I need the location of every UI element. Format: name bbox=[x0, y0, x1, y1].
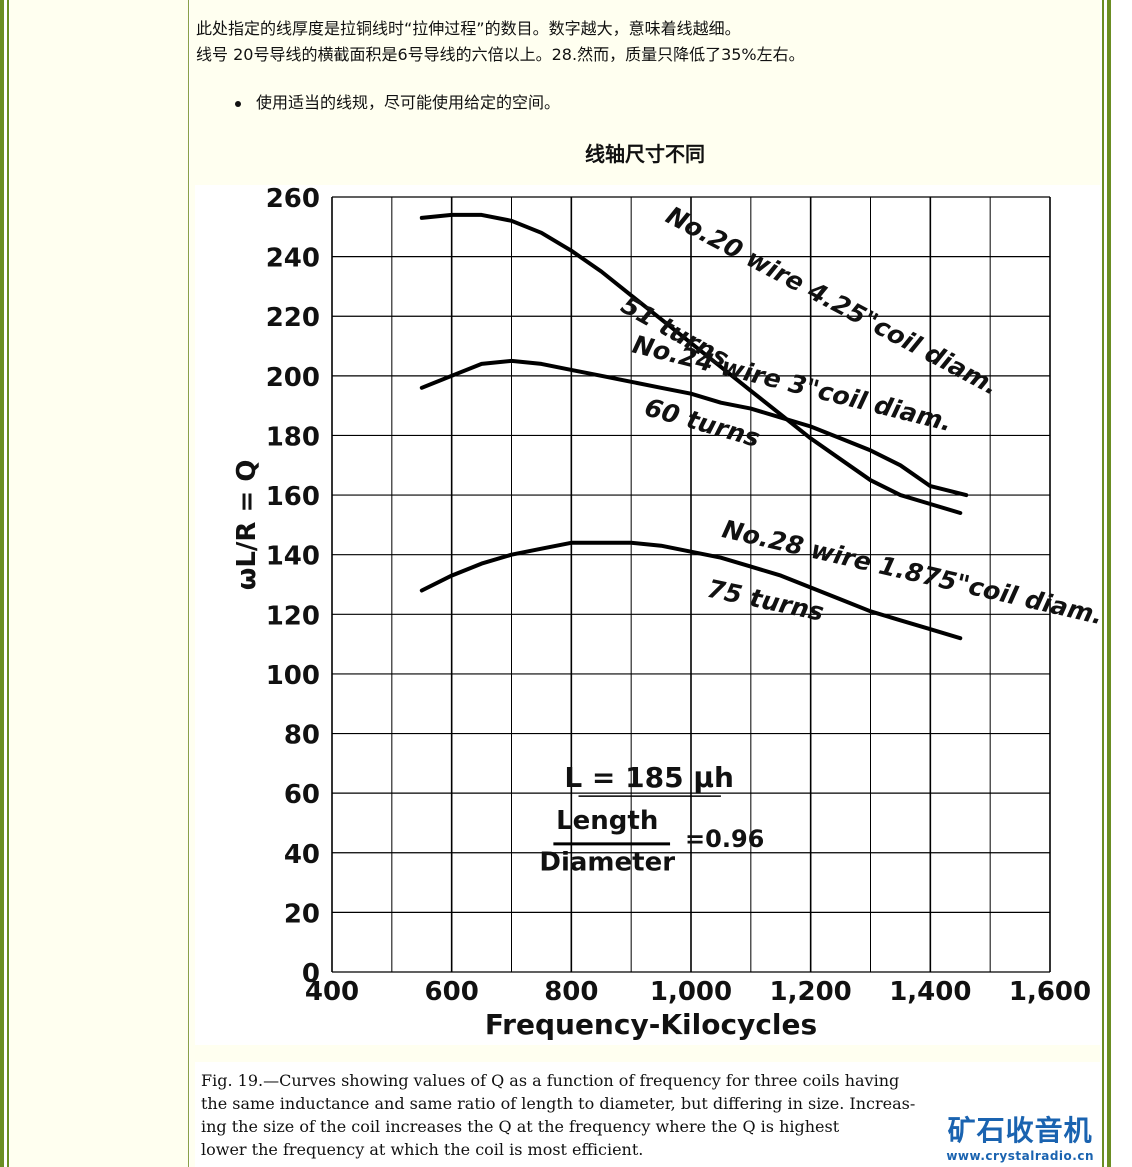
y-tick-label: 180 bbox=[266, 422, 320, 452]
x-axis-label: Frequency-Kilocycles bbox=[485, 1008, 817, 1041]
caption-line-4: lower the frequency at which the coil is… bbox=[201, 1140, 644, 1159]
right-border-line bbox=[1107, 0, 1111, 1167]
watermark-title: 矿石收音机 bbox=[947, 1114, 1093, 1147]
x-tick-label: 1,000 bbox=[650, 977, 732, 1007]
figure-caption: Fig. 19.—Curves showing values of Q as a… bbox=[195, 1062, 1100, 1167]
x-tick-label: 800 bbox=[544, 977, 598, 1007]
caption-line-3: ing the size of the coil increases the Q… bbox=[201, 1117, 840, 1136]
series-curve-3 bbox=[419, 540, 963, 641]
x-tick-label: 400 bbox=[305, 977, 359, 1007]
site-watermark: 矿石收音机 www.crystalradio.cn bbox=[946, 1109, 1094, 1163]
y-tick-label: 100 bbox=[266, 661, 320, 691]
y-axis-label: ωL/R = Q bbox=[232, 460, 262, 591]
x-tick-label: 600 bbox=[425, 977, 479, 1007]
series-label: 60 turns bbox=[641, 392, 763, 452]
q-frequency-chart: 0 20 40 60 80 100 120 140 160 180 200 220 240 260 400 6… bbox=[195, 184, 1106, 1045]
series-curve-1 bbox=[419, 212, 963, 515]
x-tick-label: 1,600 bbox=[1009, 977, 1091, 1007]
left-border-line bbox=[0, 0, 4, 1167]
section-title: 线轴尺寸不同 bbox=[585, 142, 705, 166]
caption-line-2: the same inductance and same ratio of le… bbox=[201, 1094, 916, 1113]
caption-line-1: Fig. 19.—Curves showing values of Q as a… bbox=[201, 1071, 900, 1090]
y-tick-label: 120 bbox=[266, 601, 320, 631]
y-tick-label: 0 bbox=[302, 959, 320, 989]
paragraph-line-1: 此处指定的线厚度是拉铜线时“拉伸过程”的数目。数字越大，意味着线越细。 bbox=[196, 19, 741, 38]
y-tick-label: 240 bbox=[266, 244, 320, 274]
right-inner-line bbox=[1102, 0, 1104, 1167]
y-tick-label: 140 bbox=[266, 542, 320, 572]
x-tick-label: 1,200 bbox=[770, 977, 852, 1007]
chart-annotation: L = 185 μh bbox=[564, 761, 734, 794]
chart-annotation: =0.96 bbox=[685, 825, 764, 853]
y-tick-label: 80 bbox=[284, 721, 320, 751]
series-curve-2 bbox=[419, 358, 969, 498]
series-label: 75 turns bbox=[705, 574, 827, 627]
y-tick-label: 20 bbox=[284, 899, 320, 929]
chart-annotation: Diameter bbox=[539, 848, 675, 878]
paragraph-line-2: 线号 20号导线的横截面积是6号导线的六倍以上。28.然而，质量只降低了35%左… bbox=[196, 45, 805, 64]
y-tick-label: 200 bbox=[266, 363, 320, 393]
y-tick-label: 60 bbox=[284, 780, 320, 810]
chart-svg: 0 20 40 60 80 100 120 140 160 180 200 220 240 260 400 6… bbox=[232, 184, 1106, 1041]
watermark-url: www.crystalradio.cn bbox=[946, 1149, 1094, 1163]
left-inner-line bbox=[7, 0, 9, 1167]
left-column bbox=[10, 0, 189, 1167]
bullet-item: 使用适当的线规，尽可能使用给定的空间。 bbox=[256, 93, 561, 112]
y-tick-label: 220 bbox=[266, 303, 320, 333]
chart-annotation: Length bbox=[556, 806, 658, 836]
y-tick-label: 40 bbox=[284, 840, 320, 870]
y-tick-label: 160 bbox=[266, 482, 320, 512]
x-tick-label: 1,400 bbox=[889, 977, 971, 1007]
y-tick-label: 260 bbox=[266, 185, 320, 214]
bullet-dot bbox=[235, 101, 241, 107]
